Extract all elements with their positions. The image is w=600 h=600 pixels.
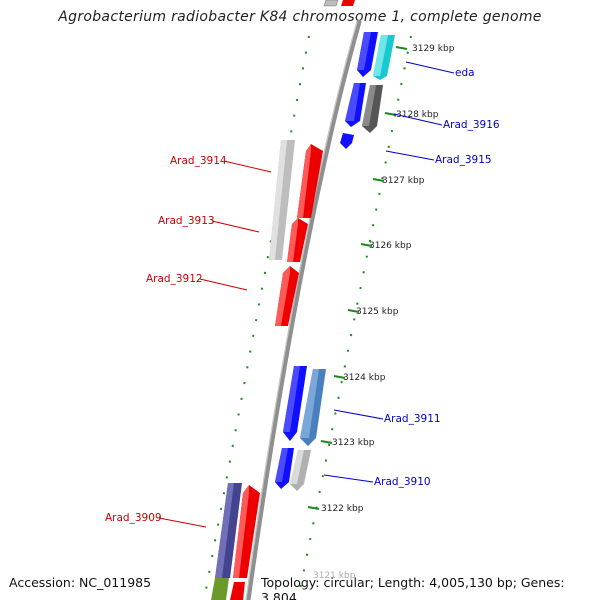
kbp-label: 3121 kbp bbox=[313, 571, 356, 581]
accession-label: Accession: NC_011985 bbox=[9, 575, 152, 590]
kbp-label: 3127 kbp bbox=[382, 176, 425, 186]
gene-arad-3916-arrow[interactable] bbox=[345, 83, 366, 127]
gene-arad-3909-arrow[interactable] bbox=[233, 485, 260, 578]
gene-feature-top-left[interactable] bbox=[323, 0, 339, 7]
gene-bottom-green[interactable] bbox=[211, 578, 229, 600]
kbp-label: 3129 kbp bbox=[412, 44, 455, 54]
gene-arad-3911-arrow[interactable] bbox=[283, 366, 307, 441]
kbp-label: 3125 kbp bbox=[356, 307, 399, 317]
kbp-label: 3124 kbp bbox=[343, 373, 386, 383]
gene-bottom-red[interactable] bbox=[230, 582, 245, 600]
gene-label-arad-3909[interactable]: Arad_3909 bbox=[105, 512, 162, 524]
gene-label-arad-3916[interactable]: Arad_3916 bbox=[443, 119, 500, 131]
gene-arad-3910-arrow[interactable] bbox=[275, 448, 294, 489]
gene-arad-3912-arrow[interactable] bbox=[275, 266, 299, 326]
gene-arad-3914-gray[interactable] bbox=[269, 140, 295, 260]
gene-label-arad-3911[interactable]: Arad_3911 bbox=[384, 413, 441, 425]
gene-eda-cyan[interactable] bbox=[373, 35, 395, 80]
kbp-label: 3128 kbp bbox=[396, 110, 439, 120]
kbp-label: 3123 kbp bbox=[332, 438, 375, 448]
gene-label-arad-3914[interactable]: Arad_3914 bbox=[170, 155, 227, 167]
topology-label: Topology: circular; Length: 4,005,130 bp… bbox=[261, 575, 565, 600]
gene-eda-arrow[interactable] bbox=[357, 32, 378, 77]
map-title: Agrobacterium radiobacter K84 chromosome… bbox=[58, 9, 542, 25]
gene-label-arad-3913[interactable]: Arad_3913 bbox=[158, 215, 215, 227]
kbp-label: 3122 kbp bbox=[321, 504, 364, 514]
gene-arad-3916-gray[interactable] bbox=[362, 85, 383, 133]
gene-label-arad-3910[interactable]: Arad_3910 bbox=[374, 476, 431, 488]
gene-arad-3914-arrow[interactable] bbox=[297, 144, 323, 218]
gene-arad-3913-arrow[interactable] bbox=[287, 218, 308, 262]
label-leaders-left bbox=[158, 160, 272, 528]
genome-backbone bbox=[245, 19, 362, 600]
gene-arad-3910-gray[interactable] bbox=[290, 450, 311, 491]
gene-label-arad-3915[interactable]: Arad_3915 bbox=[435, 154, 492, 166]
gene-arad-3909-purple[interactable] bbox=[215, 483, 242, 578]
gene-label-arad-3912[interactable]: Arad_3912 bbox=[146, 273, 203, 285]
gene-feature-top-red[interactable] bbox=[341, 0, 355, 6]
gene-arad-3915-arrow[interactable] bbox=[340, 133, 354, 149]
kbp-labels: 3129 kbp 3128 kbp 3127 kbp 3126 kbp 3125… bbox=[313, 44, 455, 581]
kbp-ticks bbox=[307, 46, 408, 510]
kbp-label: 3126 kbp bbox=[369, 241, 412, 251]
label-leaders-right bbox=[323, 61, 455, 483]
gene-label-eda[interactable]: eda bbox=[455, 67, 475, 79]
gene-arad-3911-steelblue[interactable] bbox=[300, 369, 326, 446]
